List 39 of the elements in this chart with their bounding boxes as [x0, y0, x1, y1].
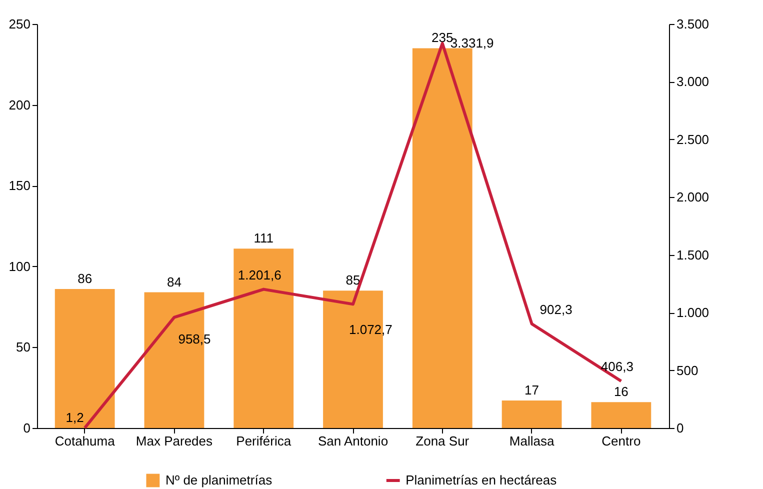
y2-tick-label: 2.000 — [676, 190, 710, 205]
bar — [502, 400, 562, 428]
bar — [591, 402, 652, 428]
x-tick-label: Max Paredes — [136, 434, 214, 448]
x-tick-label: San Antonio — [318, 434, 388, 448]
data-label: 235 — [432, 30, 454, 46]
bar — [234, 248, 294, 428]
bar — [412, 48, 472, 428]
data-label: 902,3 — [540, 302, 572, 317]
data-label: 1,2 — [66, 410, 84, 425]
data-label: 17 — [524, 382, 540, 398]
data-label: 84 — [166, 274, 182, 290]
x-tick-label: Cotahuma — [54, 434, 116, 448]
data-label: 111 — [254, 230, 274, 246]
data-label: 85 — [346, 272, 360, 288]
y2-tick-label: 1.500 — [676, 247, 710, 262]
y2-tick-label: 3.500 — [676, 16, 710, 32]
legend-label: Nº de planimetrías — [165, 472, 273, 488]
y-tick-label: 200 — [8, 97, 30, 112]
data-label: 1.201,6 — [238, 267, 282, 282]
y2-tick-label: 500 — [676, 362, 698, 378]
y-tick-label: 150 — [8, 178, 30, 194]
y2-tick-label: 0 — [676, 420, 684, 436]
y2-tick-label: 3.000 — [676, 74, 710, 90]
x-tick-label: Centro — [602, 434, 641, 448]
data-label: 406,3 — [600, 359, 634, 374]
y-tick-label: 100 — [8, 258, 30, 274]
x-tick-label: Periférica — [236, 434, 292, 448]
y-tick-label: 250 — [8, 16, 30, 32]
y-tick-label: 0 — [23, 420, 30, 436]
y2-tick-label: 1.000 — [676, 305, 710, 320]
x-tick-label: Zona Sur — [416, 434, 470, 448]
x-tick-label: Mallasa — [509, 434, 555, 448]
legend-label: Planimetrías en hectáreas — [406, 472, 558, 488]
y-tick-label: 50 — [16, 340, 30, 355]
y2-tick-label: 2.500 — [676, 132, 710, 147]
data-label: 86 — [78, 271, 92, 286]
bar — [54, 289, 115, 428]
data-label: 16 — [614, 384, 628, 400]
